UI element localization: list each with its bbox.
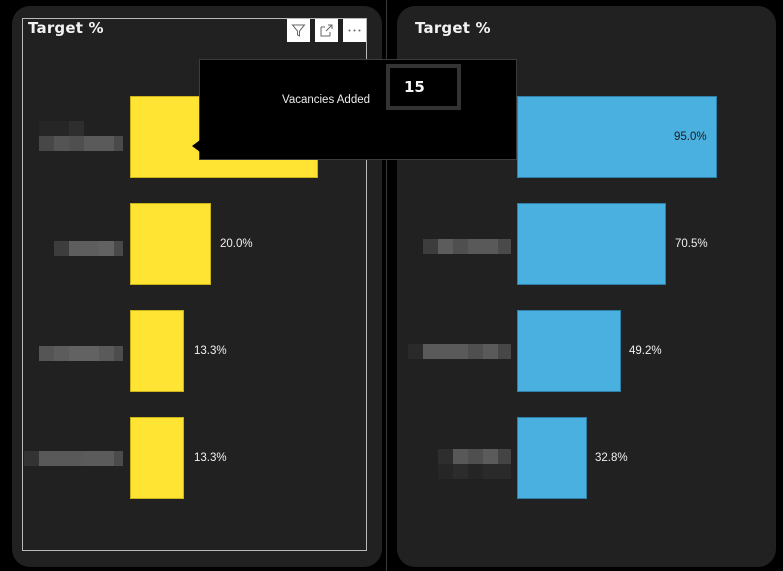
bar-row-4[interactable] [130,417,184,499]
data-label: 32.8% [595,452,628,464]
tooltip-value-box: 15 [386,64,461,110]
tooltip-value: 15 [404,78,425,96]
tooltip-pointer [192,140,200,152]
tooltip-label: Vacancies Added [282,94,371,106]
filter-button[interactable] [287,19,310,42]
category-label-redacted-shadow [438,464,511,479]
data-label: 95.0% [674,131,707,143]
bar-row-1[interactable] [517,96,717,178]
category-label-redacted [39,346,123,361]
filter-icon [291,24,306,37]
focus-mode-icon [320,24,333,37]
bar-row-4[interactable] [517,417,587,499]
bar-row-3[interactable] [517,310,621,392]
canvas-divider [386,0,387,571]
category-label-redacted [423,239,511,254]
more-options-icon [348,29,361,32]
more-options-button[interactable] [343,19,366,42]
category-label-redacted [54,241,123,256]
category-label-redacted [438,449,511,464]
visual-title-right: Target % [415,19,491,37]
category-label-redacted [24,451,123,466]
visual-selection-border [22,18,367,551]
category-label-redacted [408,344,511,359]
visual-title-left: Target % [28,19,104,37]
tooltip: Vacancies Added 15 [192,59,517,160]
category-label-redacted [39,136,123,151]
focus-mode-button[interactable] [315,19,338,42]
data-label: 49.2% [629,345,662,357]
data-label: 13.3% [194,345,227,357]
bar-row-2[interactable] [517,203,666,285]
bar-row-3[interactable] [130,310,184,392]
bar-row-2[interactable] [130,203,211,285]
data-label: 70.5% [675,238,708,250]
data-label: 20.0% [220,238,253,250]
data-label: 13.3% [194,452,227,464]
category-label-redacted-shadow [39,121,84,136]
